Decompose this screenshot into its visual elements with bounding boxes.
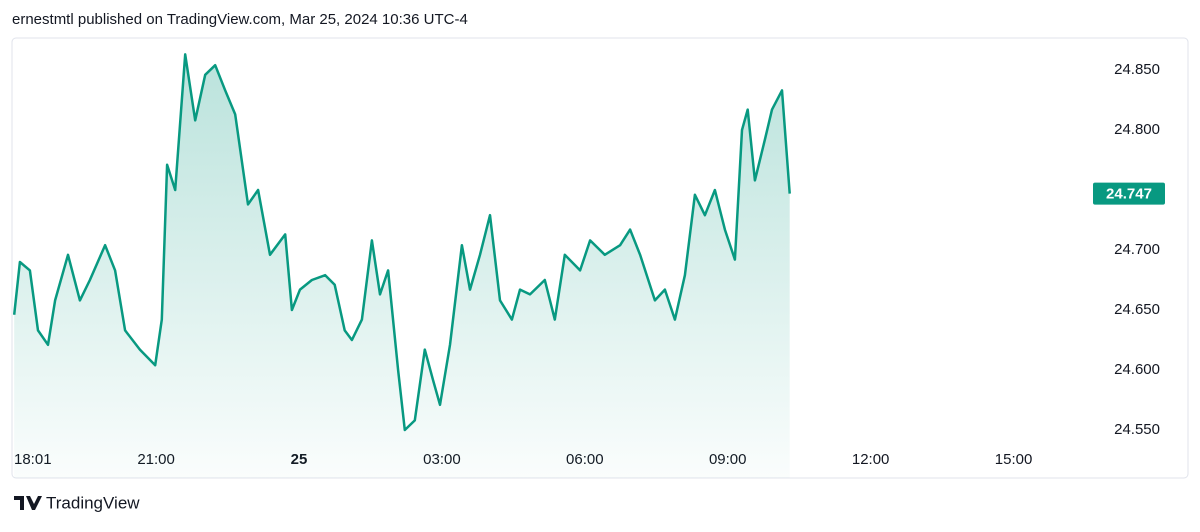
header: ernestmtl published on TradingView.com, … — [12, 11, 468, 28]
y-tick-label: 24.700 — [1114, 241, 1160, 258]
brand: TradingView — [46, 493, 140, 512]
y-tick-label: 24.800 — [1114, 121, 1160, 138]
logo — [14, 496, 42, 510]
last-price-label: 24.747 — [1106, 186, 1152, 203]
x-tick-label: 15:00 — [995, 451, 1033, 468]
price-line — [12, 53, 791, 432]
area-fill — [14, 54, 790, 479]
y-tick-label: 24.550 — [1114, 421, 1160, 438]
x-tick-label: 12:00 — [852, 451, 890, 468]
y-tick-label: 24.650 — [1114, 301, 1160, 318]
last-price-box — [1093, 182, 1165, 205]
y-tick-label: 24.600 — [1114, 361, 1160, 378]
y-tick-label: 24.850 — [1114, 61, 1160, 78]
